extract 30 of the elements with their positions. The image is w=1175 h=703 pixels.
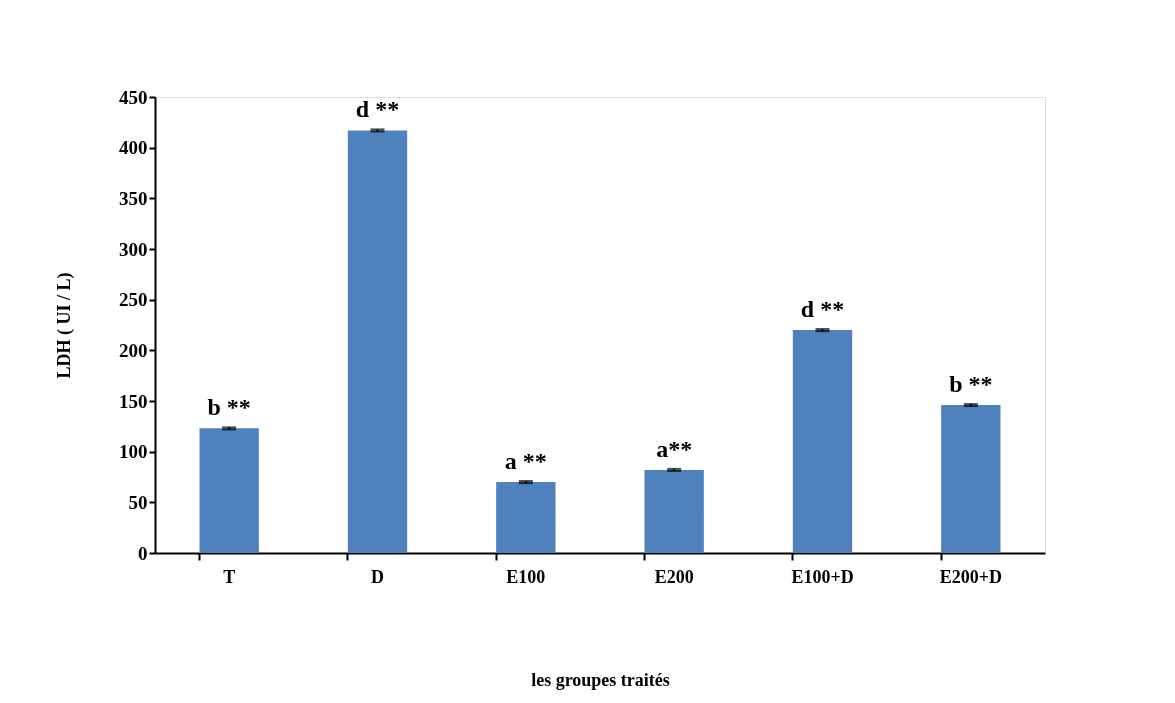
y-tick-label: 100: [119, 441, 148, 463]
x-tick-label: D: [371, 566, 384, 587]
y-tick-label: 150: [119, 390, 148, 412]
bar: [199, 428, 259, 553]
y-tick-label: 200: [119, 339, 148, 361]
annotation: a**: [656, 435, 693, 462]
x-tick-label: E200+D: [939, 566, 1002, 587]
x-tick-label: T: [223, 566, 236, 587]
bar: [347, 130, 408, 553]
y-tick-label: 0: [138, 542, 148, 564]
annotation: b **: [207, 394, 251, 421]
y-tick-label: 250: [119, 289, 148, 311]
bar: [496, 482, 556, 553]
y-tick-label: 50: [128, 491, 148, 513]
y-tick-label: 350: [119, 187, 148, 209]
bar: [644, 469, 704, 553]
y-axis-title: LDH ( UI / L): [54, 272, 75, 379]
y-tick-label: 300: [119, 238, 148, 260]
bar: [792, 330, 853, 553]
y-tick-label: 450: [119, 86, 148, 108]
x-tick-label: E200: [654, 566, 694, 587]
annotation: d **: [800, 296, 845, 323]
x-tick-label: E100: [506, 566, 546, 587]
annotation: a **: [504, 448, 547, 475]
annotation: b **: [949, 371, 993, 398]
bar: [941, 405, 1001, 553]
x-tick-label: E100+D: [791, 566, 854, 587]
annotation: d **: [355, 96, 400, 123]
x-axis-title: les groupes traités: [531, 669, 670, 690]
y-tick-label: 400: [119, 137, 148, 159]
